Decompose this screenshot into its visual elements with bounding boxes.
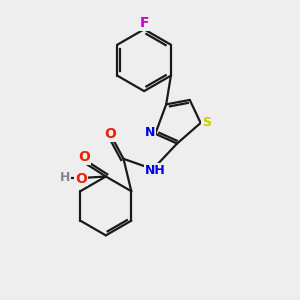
Text: O: O (104, 128, 116, 141)
Text: O: O (75, 172, 87, 186)
Text: S: S (202, 116, 211, 129)
Text: N: N (145, 126, 155, 139)
Text: O: O (78, 150, 90, 164)
Text: F: F (140, 16, 149, 30)
Text: NH: NH (145, 164, 166, 177)
Text: H: H (60, 172, 71, 184)
